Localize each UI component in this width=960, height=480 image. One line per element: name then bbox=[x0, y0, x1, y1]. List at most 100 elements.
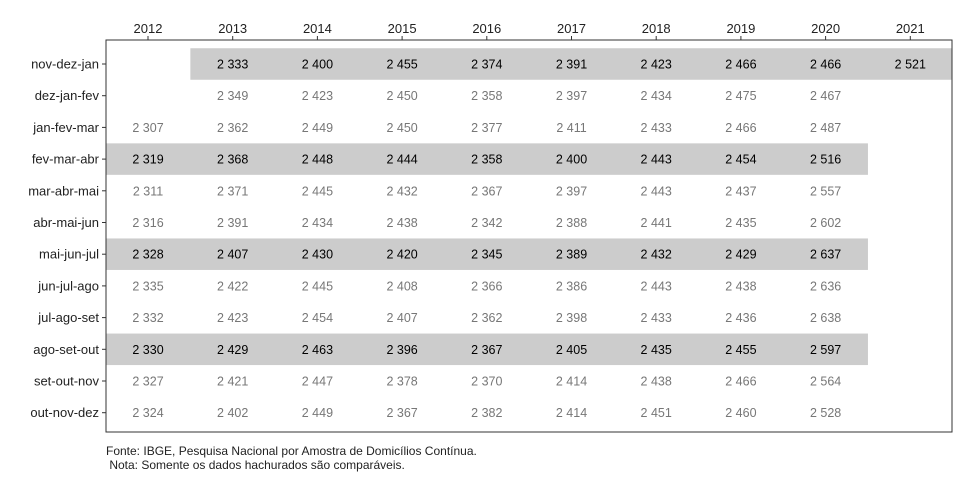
cell-value: 2 407 bbox=[386, 311, 417, 325]
cell-value: 2 307 bbox=[132, 121, 163, 135]
cell-value: 2 342 bbox=[471, 216, 502, 230]
cell-value: 2 602 bbox=[810, 216, 841, 230]
cell-value: 2 430 bbox=[302, 248, 333, 262]
row-label: jun-jul-ago bbox=[37, 278, 99, 293]
cell-value: 2 528 bbox=[810, 406, 841, 420]
cell-value: 2 441 bbox=[641, 216, 672, 230]
row-label: abr-mai-jun bbox=[33, 215, 99, 230]
cell-value: 2 366 bbox=[471, 279, 502, 293]
row-label: mar-abr-mai bbox=[28, 183, 99, 198]
cell-value: 2 423 bbox=[217, 311, 248, 325]
cell-value: 2 367 bbox=[386, 406, 417, 420]
cell-value: 2 636 bbox=[810, 279, 841, 293]
cell-value: 2 450 bbox=[386, 121, 417, 135]
cell-value: 2 400 bbox=[556, 153, 587, 167]
cell-value: 2 382 bbox=[471, 406, 502, 420]
cell-value: 2 460 bbox=[725, 406, 756, 420]
cell-value: 2 408 bbox=[386, 279, 417, 293]
column-label: 2012 bbox=[134, 21, 163, 36]
cell-value: 2 429 bbox=[217, 343, 248, 357]
cell-value: 2 516 bbox=[810, 153, 841, 167]
cell-value: 2 449 bbox=[302, 406, 333, 420]
cell-value: 2 396 bbox=[386, 343, 417, 357]
cell-value: 2 400 bbox=[302, 58, 333, 72]
source-note: Fonte: IBGE, Pesquisa Nacional por Amost… bbox=[106, 444, 477, 458]
cell-value: 2 638 bbox=[810, 311, 841, 325]
cell-value: 2 521 bbox=[895, 58, 926, 72]
highlight-band bbox=[106, 238, 868, 270]
cell-value: 2 328 bbox=[132, 248, 163, 262]
cell-value: 2 466 bbox=[810, 58, 841, 72]
row-label: jul-ago-set bbox=[37, 310, 99, 325]
cell-value: 2 324 bbox=[132, 406, 163, 420]
cell-value: 2 407 bbox=[217, 248, 248, 262]
cell-value: 2 432 bbox=[641, 248, 672, 262]
cell-value: 2 448 bbox=[302, 153, 333, 167]
cell-value: 2 466 bbox=[725, 58, 756, 72]
cell-value: 2 362 bbox=[471, 311, 502, 325]
cell-value: 2 316 bbox=[132, 216, 163, 230]
cell-value: 2 443 bbox=[641, 153, 672, 167]
cell-value: 2 435 bbox=[641, 343, 672, 357]
cell-value: 2 311 bbox=[133, 184, 163, 198]
cell-value: 2 454 bbox=[725, 153, 756, 167]
cell-value: 2 391 bbox=[556, 58, 587, 72]
row-axis: nov-dez-jan dez-jan-fev jan-fev-mar fev-mar… bbox=[28, 57, 106, 420]
cell-value: 2 445 bbox=[302, 279, 333, 293]
cell-value: 2 327 bbox=[132, 375, 163, 389]
cell-value: 2 391 bbox=[217, 216, 248, 230]
cell-value: 2 597 bbox=[810, 343, 841, 357]
column-label: 2017 bbox=[557, 21, 586, 36]
cell-value: 2 463 bbox=[302, 343, 333, 357]
cell-value: 2 397 bbox=[556, 184, 587, 198]
cell-value: 2 438 bbox=[725, 279, 756, 293]
cell-value: 2 433 bbox=[641, 121, 672, 135]
highlight-band bbox=[190, 48, 953, 80]
cell-value: 2 435 bbox=[725, 216, 756, 230]
highlight-band bbox=[106, 333, 868, 366]
row-label: jan-fev-mar bbox=[32, 120, 99, 135]
footnotes: Fonte: IBGE, Pesquisa Nacional por Amost… bbox=[106, 444, 477, 472]
cell-value: 2 358 bbox=[471, 89, 502, 103]
cell-value: 2 397 bbox=[556, 89, 587, 103]
column-label: 2018 bbox=[642, 21, 671, 36]
row-label: mai-jun-jul bbox=[39, 247, 99, 262]
cell-value: 2 433 bbox=[641, 311, 672, 325]
cell-value: 2 451 bbox=[641, 406, 672, 420]
row-label: nov-dez-jan bbox=[31, 57, 99, 72]
cell-value: 2 454 bbox=[302, 311, 333, 325]
cell-value: 2 564 bbox=[810, 375, 841, 389]
cell-value: 2 455 bbox=[386, 58, 417, 72]
panel-border bbox=[105, 39, 953, 433]
cell-value: 2 349 bbox=[217, 89, 248, 103]
highlight-bands bbox=[106, 48, 953, 366]
cell-value: 2 455 bbox=[725, 343, 756, 357]
cell-value: 2 445 bbox=[302, 184, 333, 198]
cell-value: 2 429 bbox=[725, 248, 756, 262]
row-label: out-nov-dez bbox=[30, 405, 99, 420]
table-cells: 2 333 2 400 2 455 2 374 2 391 2 423 2 466 2 466… bbox=[132, 58, 926, 421]
cell-value: 2 389 bbox=[556, 248, 587, 262]
cell-value: 2 434 bbox=[641, 89, 672, 103]
cell-value: 2 450 bbox=[386, 89, 417, 103]
cell-value: 2 438 bbox=[641, 375, 672, 389]
cell-value: 2 449 bbox=[302, 121, 333, 135]
cell-value: 2 333 bbox=[217, 58, 248, 72]
cell-value: 2 467 bbox=[810, 89, 841, 103]
column-label: 2015 bbox=[388, 21, 417, 36]
cell-value: 2 423 bbox=[641, 58, 672, 72]
cell-value: 2 444 bbox=[386, 153, 417, 167]
cell-value: 2 386 bbox=[556, 279, 587, 293]
row-label: fev-mar-abr bbox=[32, 152, 100, 167]
cell-value: 2 332 bbox=[132, 311, 163, 325]
cell-value: 2 362 bbox=[217, 121, 248, 135]
cell-value: 2 423 bbox=[302, 89, 333, 103]
cell-value: 2 345 bbox=[471, 248, 502, 262]
column-label: 2021 bbox=[896, 21, 925, 36]
column-label: 2014 bbox=[303, 21, 332, 36]
cell-value: 2 414 bbox=[556, 406, 587, 420]
cell-value: 2 358 bbox=[471, 153, 502, 167]
cell-value: 2 557 bbox=[810, 184, 841, 198]
cell-value: 2 466 bbox=[725, 375, 756, 389]
column-label: 2019 bbox=[726, 21, 755, 36]
